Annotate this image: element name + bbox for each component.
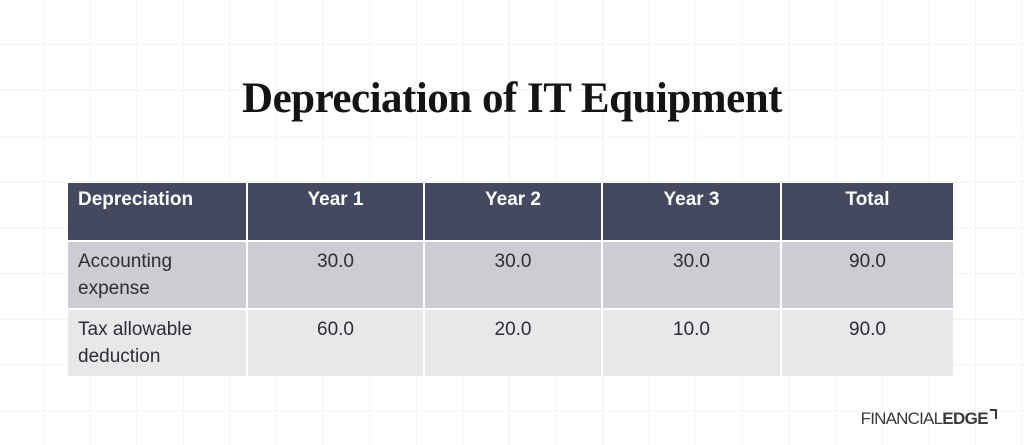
column-header-total: Total	[782, 183, 953, 242]
cell-value: 30.0	[603, 242, 782, 310]
logo-text-financial: FINANCIAL	[860, 409, 943, 428]
cell-value: 20.0	[425, 310, 603, 376]
cell-value: 10.0	[603, 310, 782, 376]
row-label-cell: Accounting expense	[68, 242, 248, 310]
page-title: Depreciation of IT Equipment	[242, 75, 782, 122]
column-header-year-3: Year 3	[603, 183, 782, 242]
financialedge-logo: FINANCIAL EDGE	[860, 409, 997, 428]
cell-value: 90.0	[782, 310, 953, 376]
cell-value: 30.0	[248, 242, 425, 310]
row-label: Accounting expense	[78, 251, 173, 299]
logo-corner-mark-icon	[990, 409, 997, 419]
row-label: Tax allowable deduction	[78, 319, 193, 367]
column-header-year-1: Year 1	[248, 183, 425, 242]
cell-value: 60.0	[248, 310, 425, 376]
cell-value: 90.0	[782, 242, 953, 310]
table-header-row: Depreciation Year 1 Year 2 Year 3 Total	[68, 183, 953, 242]
row-label-cell: Tax allowable deduction	[68, 310, 248, 376]
depreciation-table: Depreciation Year 1 Year 2 Year 3 Total …	[68, 183, 953, 376]
column-header-year-2: Year 2	[425, 183, 603, 242]
table-row-tax-allowable-deduction: Tax allowable deduction 60.0 20.0 10.0 9…	[68, 310, 953, 376]
logo-text-edge: EDGE	[942, 409, 988, 428]
cell-value: 30.0	[425, 242, 603, 310]
table-row-accounting-expense: Accounting expense 30.0 30.0 30.0 90.0	[68, 242, 953, 310]
column-header-depreciation: Depreciation	[68, 183, 248, 242]
